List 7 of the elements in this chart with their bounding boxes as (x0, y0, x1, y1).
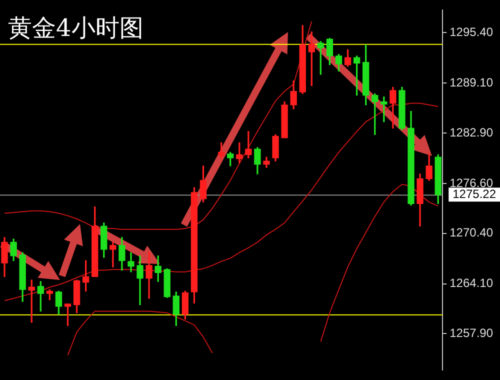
y-tick-label: 1257.90 (450, 326, 494, 340)
y-tick-label: 1295.40 (450, 24, 494, 39)
y-tick-label: 1282.90 (450, 125, 494, 140)
y-tick-label: 1264.10 (450, 276, 494, 290)
y-tick-label: 1270.40 (450, 226, 494, 240)
chart-title: 黄金4小时图 (8, 14, 144, 42)
y-tick-label: 1289.10 (450, 76, 494, 90)
